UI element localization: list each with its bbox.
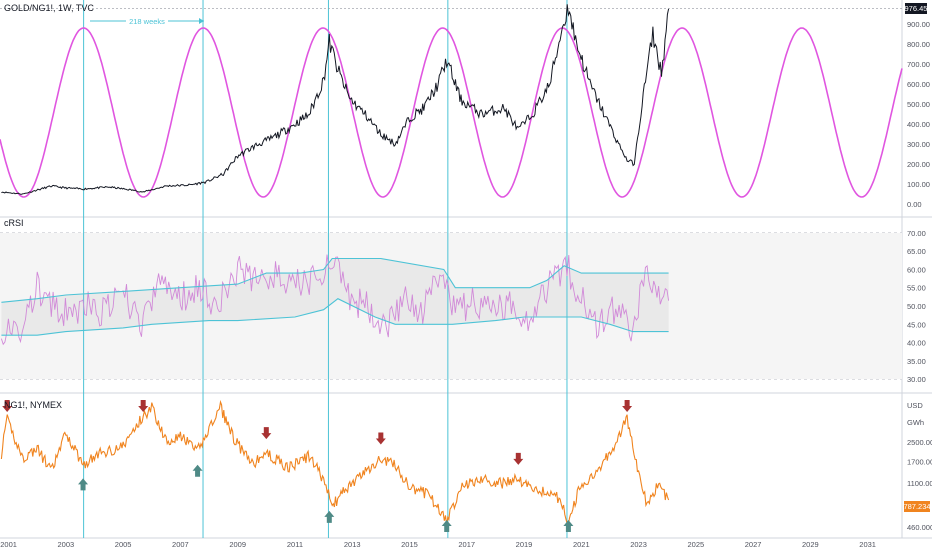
main-y-tick-label: 900.00 — [907, 20, 930, 29]
x-tick-label: 2005 — [115, 540, 132, 549]
main-y-tick-label: 0.00 — [907, 200, 922, 209]
down-arrow-marker — [513, 452, 524, 465]
main-last-price-tag: 976.45 — [905, 3, 928, 14]
x-tick-label: 2007 — [172, 540, 189, 549]
crsi-y-tick-label: 30.00 — [907, 375, 926, 384]
crsi-line — [0, 254, 670, 346]
ng-last-price-tag: 787.234 — [903, 501, 931, 512]
x-tick-label: 2025 — [687, 540, 704, 549]
up-arrow-marker — [192, 464, 203, 477]
ng-y-tick-label: 1700.000 — [907, 457, 932, 466]
crsi-band-area — [1, 258, 669, 336]
axes: 0.00 100.00 200.00 300.00 400.00 500.00 600.00… — [0, 20, 932, 549]
x-tick-label: 2011 — [287, 540, 303, 549]
crsi-y-tick-label: 55.00 — [907, 284, 926, 293]
up-arrow-marker — [441, 520, 452, 532]
up-arrow-marker — [563, 520, 574, 532]
ng-last-price: 787.234 — [903, 502, 930, 511]
down-arrow-marker — [138, 400, 149, 412]
ng-signal-markers — [2, 400, 633, 532]
main-y-tick-label: 700.00 — [907, 60, 930, 69]
x-tick-label: 2013 — [344, 540, 361, 549]
main-y-tick-label: 300.00 — [907, 140, 930, 149]
ng-y-tick-label: 1100.000 — [907, 479, 932, 488]
x-tick-label: 2027 — [745, 540, 762, 549]
crsi-y-tick-label: 45.00 — [907, 320, 926, 329]
crsi-y-tick-label: 50.00 — [907, 302, 926, 311]
main-y-tick-label: 100.00 — [907, 180, 930, 189]
ng-legend-title[interactable]: NG1!, NYMEX — [4, 400, 62, 410]
main-last-price: 976.45 — [905, 4, 928, 13]
gold-ng-price-line — [1, 4, 670, 195]
x-tick-label: 2003 — [58, 540, 75, 549]
ng-unit-labels: USD GWh — [907, 401, 924, 427]
x-tick-label: 2009 — [229, 540, 246, 549]
main-y-tick-label: 500.00 — [907, 100, 930, 109]
cycle-sine-line — [0, 27, 903, 198]
down-arrow-marker — [375, 432, 386, 445]
crsi-y-tick-label: 60.00 — [907, 265, 926, 274]
ng-price-line — [0, 399, 670, 526]
x-tick-label: 2021 — [573, 540, 590, 549]
main-y-tick-label: 200.00 — [907, 160, 930, 169]
crsi-upper-band — [1, 257, 669, 303]
main-legend-title[interactable]: GOLD/NG1!, 1W, TVC — [4, 3, 94, 13]
ng-unit-usd: USD — [907, 401, 923, 410]
x-tick-label: 2001 — [0, 540, 17, 549]
x-tick-label: 2015 — [401, 540, 418, 549]
down-arrow-marker — [2, 400, 13, 412]
x-tick-label: 2017 — [458, 540, 475, 549]
crsi-lower-band — [1, 298, 669, 336]
ng-unit-gwh: GWh — [907, 418, 924, 427]
cycle-markers — [0, 0, 902, 538]
x-tick-label: 2031 — [859, 540, 876, 549]
down-arrow-marker — [622, 400, 633, 412]
down-arrow-marker — [261, 427, 272, 440]
ng-y-tick-label: 2500.000 — [907, 438, 932, 447]
crsi-legend-title[interactable]: cRSI — [4, 218, 24, 228]
main-y-tick-label: 600.00 — [907, 80, 930, 89]
ng-y-tick-label: 460.000 — [907, 523, 932, 532]
up-arrow-marker — [324, 510, 335, 523]
x-tick-label: 2019 — [516, 540, 533, 549]
x-tick-label: 2023 — [630, 540, 647, 549]
cycle-annotation: 218 weeks — [90, 15, 204, 27]
crsi-y-tick-label: 70.00 — [907, 229, 926, 238]
crsi-y-tick-label: 35.00 — [907, 357, 926, 366]
up-arrow-marker — [78, 478, 89, 491]
x-tick-label: 2029 — [802, 540, 819, 549]
crsi-y-tick-label: 65.00 — [907, 247, 926, 256]
main-y-tick-label: 800.00 — [907, 40, 930, 49]
crsi-y-tick-label: 40.00 — [907, 339, 926, 348]
chart-series — [0, 4, 903, 526]
cycle-annotation-label: 218 weeks — [129, 17, 165, 26]
main-y-tick-label: 400.00 — [907, 120, 930, 129]
